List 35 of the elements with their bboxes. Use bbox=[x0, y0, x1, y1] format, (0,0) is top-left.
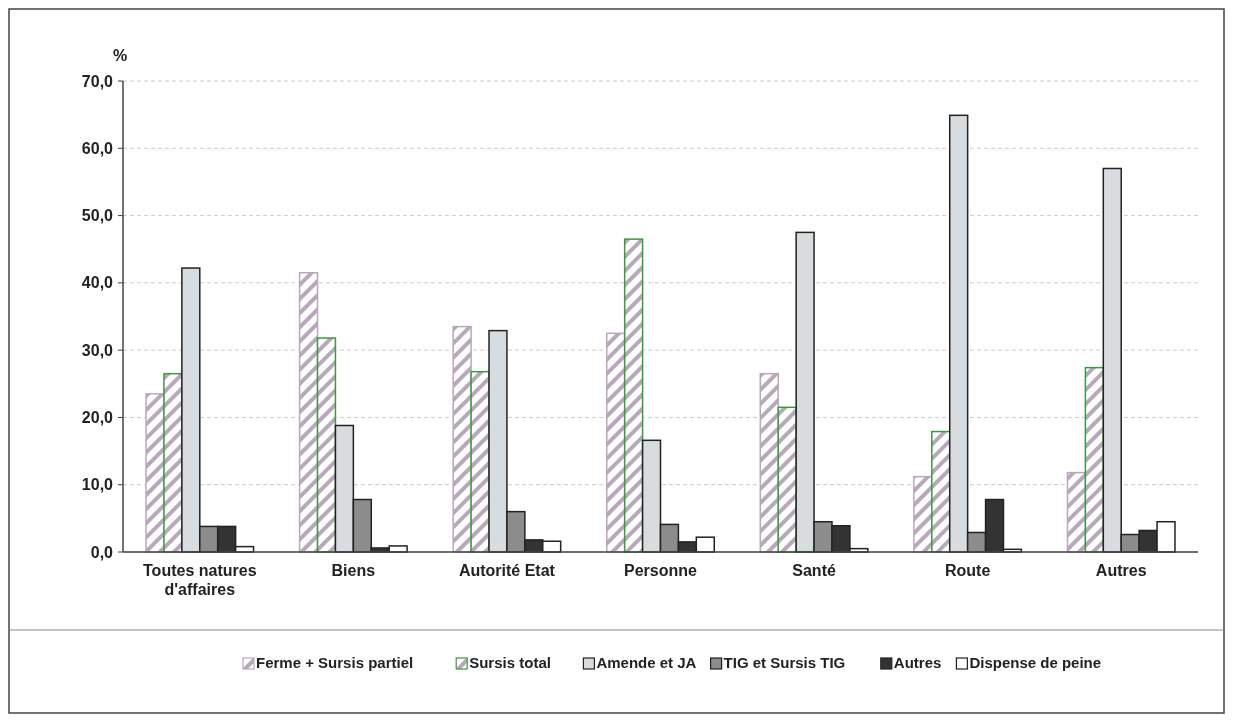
legend-label: Autres bbox=[893, 654, 942, 671]
legend-label: Sursis total bbox=[469, 654, 551, 671]
y-tick-label: 0,0 bbox=[90, 543, 114, 561]
bar bbox=[163, 372, 183, 553]
x-tick-label: Santé bbox=[792, 562, 836, 579]
x-tick-label: Autres bbox=[1095, 562, 1147, 579]
bar bbox=[623, 238, 644, 553]
y-tick-label: 20,0 bbox=[81, 409, 114, 427]
y-tick-label: 60,0 bbox=[81, 139, 114, 157]
bar bbox=[316, 337, 337, 553]
bar bbox=[606, 332, 626, 553]
x-tick-label: Toutes natures d'affaires bbox=[143, 562, 257, 598]
y-tick-label: 40,0 bbox=[81, 274, 114, 292]
bar bbox=[470, 370, 490, 553]
bar bbox=[452, 325, 472, 553]
legend-label: Ferme + Sursis partiel bbox=[256, 654, 414, 671]
bar bbox=[931, 430, 951, 553]
y-tick-label: 70,0 bbox=[81, 72, 114, 90]
bar bbox=[1084, 366, 1105, 553]
bar bbox=[145, 393, 165, 553]
bar bbox=[913, 475, 933, 553]
y-tick-label: 50,0 bbox=[81, 207, 114, 225]
bar bbox=[1066, 471, 1087, 553]
x-tick-label: Biens bbox=[331, 562, 376, 579]
legend-label: Amende et JA bbox=[596, 654, 697, 671]
bar bbox=[777, 406, 797, 553]
y-tick-label: 30,0 bbox=[81, 341, 114, 359]
bar bbox=[298, 272, 319, 553]
x-tick-label: Autorité Etat bbox=[458, 562, 556, 579]
legend-label: TIG et Sursis TIG bbox=[723, 654, 846, 671]
y-tick-label: 10,0 bbox=[81, 476, 114, 494]
x-tick-label: Route bbox=[944, 562, 991, 579]
x-tick-label: Personne bbox=[624, 562, 698, 579]
legend-label: Dispense de peine bbox=[969, 654, 1102, 671]
y-axis-title: % bbox=[113, 47, 128, 64]
